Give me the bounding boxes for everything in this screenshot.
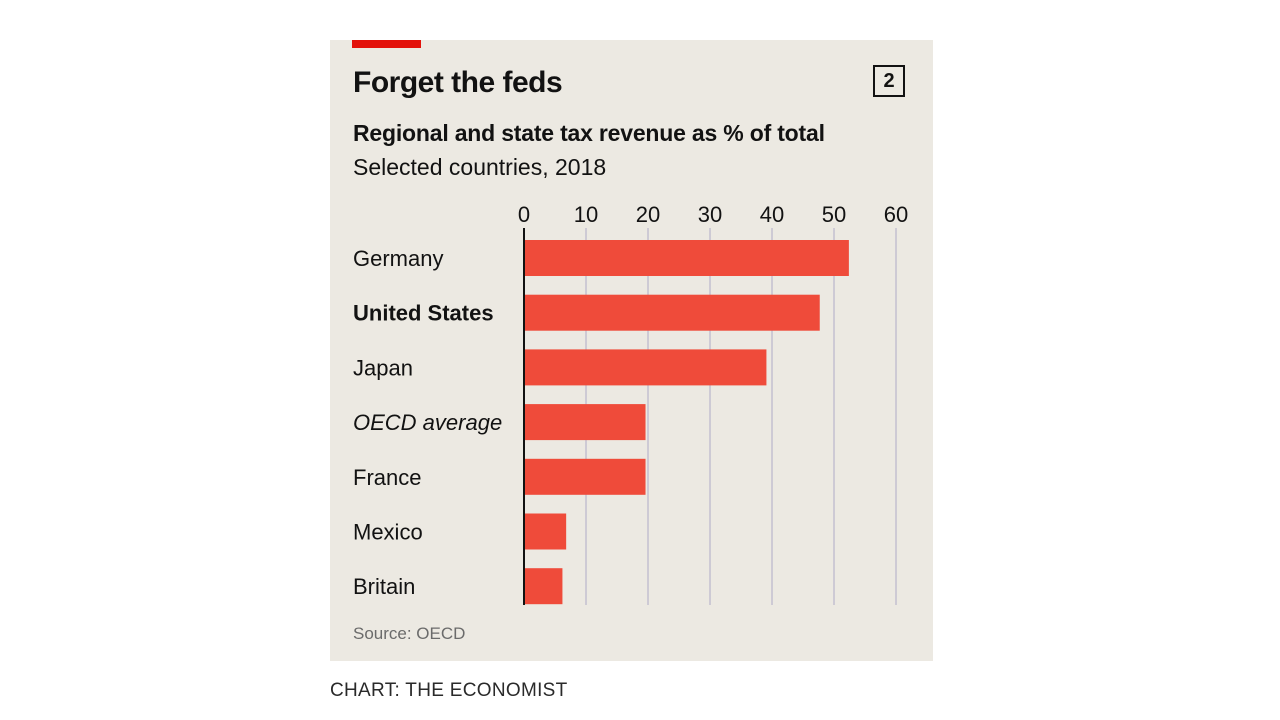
x-tick-label: 30: [698, 202, 722, 227]
bar: [524, 404, 646, 441]
chart-card: Forget the feds 2 Regional and state tax…: [330, 40, 933, 661]
bar: [524, 349, 767, 386]
x-tick-label: 40: [760, 202, 784, 227]
bar-chart-plot: 0 10 20 30 40 50 60 Germany United States Japan OE…: [353, 202, 908, 605]
category-label: Japan: [353, 355, 413, 380]
category-label: France: [353, 465, 421, 490]
category-label: Germany: [353, 246, 443, 271]
bar: [524, 513, 567, 550]
x-tick-label: 10: [574, 202, 598, 227]
bar: [524, 240, 849, 276]
chart-subtitle: Regional and state tax revenue as % of t…: [353, 120, 825, 146]
red-accent-tab: [352, 40, 421, 48]
chart-credit: CHART: THE ECONOMIST: [330, 680, 568, 701]
bar: [524, 294, 820, 331]
x-tick-label: 50: [822, 202, 846, 227]
x-tick-label: 0: [518, 202, 530, 227]
category-label: OECD average: [353, 410, 502, 435]
bar: [524, 458, 646, 495]
x-tick-label: 20: [636, 202, 660, 227]
category-label: United States: [353, 301, 494, 326]
bar: [524, 568, 563, 605]
chart-source: Source: OECD: [353, 624, 466, 643]
x-tick-label: 60: [884, 202, 908, 227]
category-label: Mexico: [353, 520, 423, 545]
category-label: Britain: [353, 574, 415, 599]
chart-description: Selected countries, 2018: [353, 154, 607, 180]
chart-number-badge: 2: [873, 65, 905, 97]
chart-title: Forget the feds: [353, 66, 563, 99]
